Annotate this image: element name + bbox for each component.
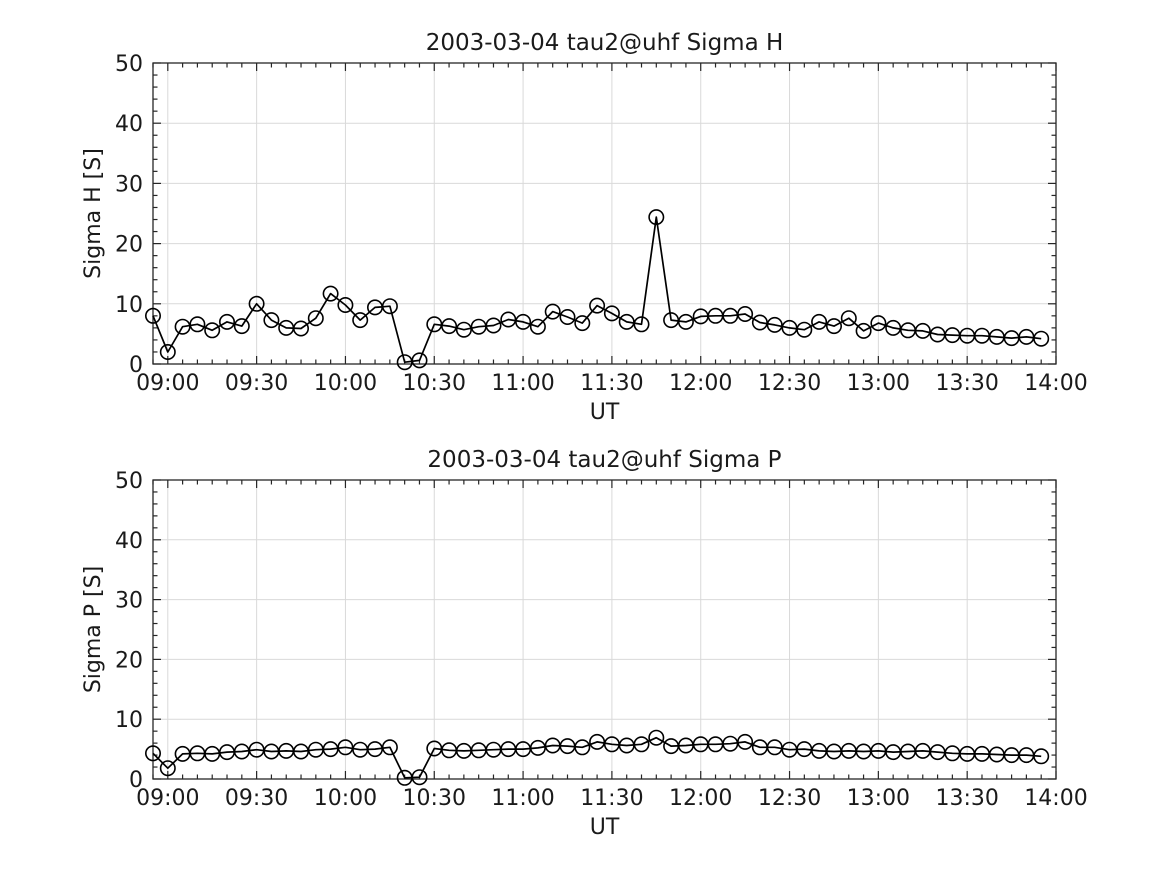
data-point-marker: [381, 298, 398, 315]
y-tick-label: 40: [115, 112, 143, 137]
x-tick-label: 11:30: [580, 786, 643, 811]
data-point-marker: [840, 310, 857, 327]
y-tick-label: 50: [115, 469, 143, 494]
x-tick-label: 09:30: [225, 371, 288, 396]
data-point-marker: [677, 313, 694, 330]
x-tick-label: 13:00: [847, 786, 910, 811]
data-point-marker: [411, 769, 428, 786]
data-point-marker: [219, 313, 236, 330]
data-point-marker: [633, 736, 650, 753]
x-tick-label: 13:00: [847, 371, 910, 396]
data-point-marker: [515, 313, 532, 330]
data-point-marker: [263, 312, 280, 329]
x-tick-label: 14:00: [1024, 786, 1087, 811]
y-tick-label: 20: [115, 648, 143, 673]
data-point-marker: [441, 318, 458, 335]
data-point-marker: [159, 343, 176, 360]
data-point-marker: [485, 317, 502, 334]
data-point-marker: [914, 322, 931, 339]
data-point-marker: [204, 322, 221, 339]
x-tick-label: 12:00: [669, 786, 732, 811]
x-tick-label: 13:30: [935, 371, 998, 396]
data-point-marker: [825, 318, 842, 335]
x-tick-label: 11:30: [580, 371, 643, 396]
x-tick-label: 14:00: [1024, 371, 1087, 396]
data-point-marker: [292, 320, 309, 337]
data-point-marker: [1033, 748, 1050, 765]
axes-box: [152, 62, 1057, 365]
data-point-marker: [322, 285, 339, 302]
data-line: [152, 216, 1042, 364]
data-point-marker: [648, 729, 665, 746]
x-tick-label: 10:00: [314, 786, 377, 811]
data-point-marker: [589, 297, 606, 314]
chart-title: 2003-03-04 tau2@uhf Sigma H: [426, 30, 784, 56]
data-point-marker: [574, 739, 591, 756]
x-tick-label: 12:30: [758, 786, 821, 811]
data-point-marker: [870, 315, 887, 332]
y-tick-label: 10: [115, 293, 143, 318]
data-point-marker: [307, 310, 324, 327]
data-point-marker: [811, 313, 828, 330]
y-tick-label: 50: [115, 52, 143, 77]
data-point-marker: [855, 322, 872, 339]
y-tick-label: 0: [129, 353, 143, 378]
sigma-p-chart: 09:00 09:30 10:00 10:30 11:00 11:30 12:00 12:30…: [81, 447, 1088, 840]
data-point-marker: [574, 315, 591, 332]
x-tick-label: 09:00: [136, 371, 199, 396]
data-point-marker: [233, 318, 250, 335]
x-tick-label: 09:00: [136, 786, 199, 811]
data-point-marker: [381, 739, 398, 756]
y-tick-label: 10: [115, 708, 143, 733]
data-point-marker: [189, 316, 206, 333]
data-point-marker: [737, 305, 754, 322]
x-tick-label: 12:00: [669, 371, 732, 396]
data-point-marker: [559, 308, 576, 325]
data-point-marker: [1033, 330, 1050, 347]
y-tick-label: 30: [115, 172, 143, 197]
data-point-marker: [352, 312, 369, 329]
data-point-marker: [248, 295, 265, 312]
x-tick-label: 10:30: [403, 371, 466, 396]
y-tick-label: 20: [115, 233, 143, 258]
x-tick-label: 12:30: [758, 371, 821, 396]
y-axis-label: Sigma H [S]: [81, 148, 106, 279]
x-tick-label: 10:30: [403, 786, 466, 811]
data-point-marker: [648, 209, 665, 226]
data-point-marker: [633, 316, 650, 333]
x-tick-label: 09:30: [225, 786, 288, 811]
y-tick-label: 40: [115, 529, 143, 554]
y-axis-label: Sigma P [S]: [81, 566, 106, 693]
data-point-marker: [544, 303, 561, 320]
data-line: [152, 736, 1042, 779]
data-point-marker: [455, 321, 472, 338]
data-point-marker: [145, 745, 162, 762]
chart-title: 2003-03-04 tau2@uhf Sigma P: [427, 447, 781, 473]
data-point-marker: [145, 307, 162, 324]
x-axis-label: UT: [590, 400, 620, 425]
data-point-marker: [737, 733, 754, 750]
data-point-marker: [337, 296, 354, 313]
x-axis-label: UT: [590, 815, 620, 840]
x-tick-label: 10:00: [314, 371, 377, 396]
data-point-marker: [159, 760, 176, 777]
data-point-marker: [796, 321, 813, 338]
axes-box: [152, 479, 1057, 780]
sigma-h-chart: 09:00 09:30 10:00 10:30 11:00 11:30 12:00 12:30…: [81, 30, 1088, 425]
y-tick-label: 30: [115, 589, 143, 614]
data-point-marker: [411, 352, 428, 369]
x-tick-label: 11:00: [491, 371, 554, 396]
data-point-marker: [529, 318, 546, 335]
data-point-marker: [603, 305, 620, 322]
x-tick-label: 13:30: [935, 786, 998, 811]
data-point-marker: [766, 316, 783, 333]
y-tick-label: 0: [129, 768, 143, 793]
x-tick-label: 11:00: [491, 786, 554, 811]
